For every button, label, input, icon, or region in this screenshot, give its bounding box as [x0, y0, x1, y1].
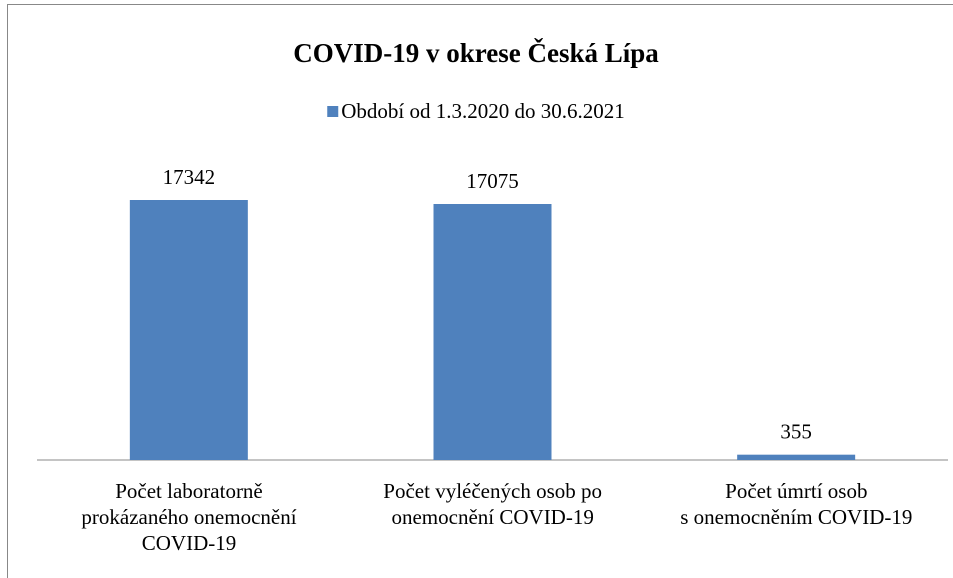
- value-label: 17075: [466, 169, 519, 193]
- chart-title: COVID-19 v okrese Česká Lípa: [293, 38, 659, 68]
- legend-label: Období od 1.3.2020 do 30.6.2021: [341, 99, 625, 123]
- bar: [737, 454, 856, 460]
- chart-frame: [7, 4, 953, 578]
- x-tick-label: Počet vyléčených osob po onemocnění COVI…: [383, 479, 602, 529]
- legend-swatch: [327, 106, 339, 117]
- x-tick-label: Počet úmrtí osob s onemocněním COVID-19: [680, 479, 913, 529]
- value-label: 17342: [163, 165, 216, 189]
- bar: [433, 204, 552, 460]
- bar: [129, 200, 248, 460]
- value-label: 355: [780, 420, 812, 444]
- x-tick-label: Počet laboratorně prokázaného onemocnění…: [81, 479, 297, 555]
